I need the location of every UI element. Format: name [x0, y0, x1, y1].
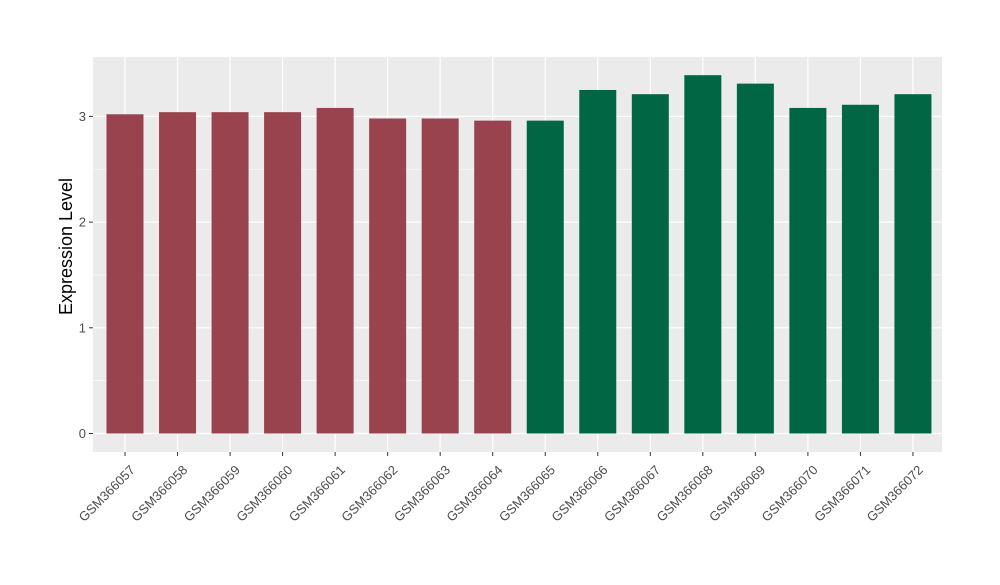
bar-GSM366058 — [159, 112, 197, 434]
y-tick-label: 2 — [79, 215, 86, 230]
y-tick-label: 0 — [79, 426, 86, 441]
bar-GSM366064 — [474, 120, 512, 434]
bar-GSM366069 — [736, 83, 774, 434]
y-tick-label: 3 — [79, 109, 86, 124]
bar-GSM366071 — [841, 104, 879, 434]
bar-GSM366062 — [369, 118, 407, 434]
x-axis: GSM366057GSM366058GSM366059GSM366060GSM3… — [76, 452, 926, 525]
y-tick-label: 1 — [79, 320, 86, 335]
bar-GSM366063 — [421, 118, 459, 434]
y-axis: 0 1 2 3 — [79, 109, 93, 441]
bar-GSM366060 — [264, 112, 302, 434]
bars-group — [106, 75, 932, 434]
bar-GSM366070 — [789, 107, 827, 434]
bar-GSM366065 — [526, 120, 564, 434]
y-axis-title: Expression Level — [56, 178, 76, 315]
x-tick-label: GSM366072 — [864, 462, 926, 524]
bar-GSM366068 — [684, 75, 722, 434]
bar-GSM366057 — [106, 114, 144, 434]
bar-GSM366067 — [631, 94, 669, 434]
bar-GSM366059 — [211, 112, 249, 434]
bar-GSM366072 — [894, 94, 932, 434]
bar-GSM366066 — [579, 89, 617, 434]
bar-GSM366061 — [316, 107, 354, 434]
